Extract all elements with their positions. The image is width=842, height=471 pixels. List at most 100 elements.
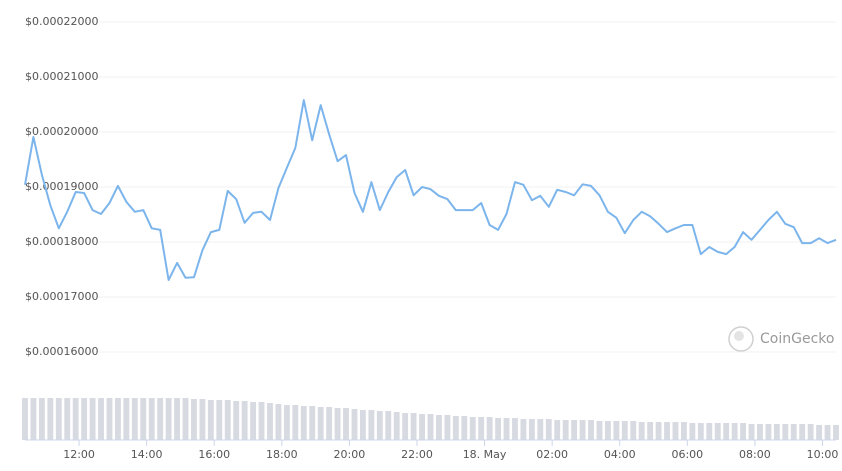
volume-bar bbox=[182, 398, 189, 440]
x-tick-label: 16:00 bbox=[198, 448, 230, 461]
volume-bar bbox=[478, 417, 485, 440]
volume-bar bbox=[588, 420, 594, 440]
volume-bar bbox=[604, 421, 611, 440]
volume-bar bbox=[123, 398, 130, 440]
volume-bar bbox=[106, 398, 113, 440]
volume-bar bbox=[765, 424, 772, 440]
volume-bar bbox=[638, 422, 645, 440]
volume-bar bbox=[292, 405, 299, 440]
volume-bar bbox=[250, 402, 257, 440]
volume-bar bbox=[613, 421, 620, 440]
volume-bar bbox=[664, 422, 670, 440]
volume-bar bbox=[596, 421, 603, 440]
logo bbox=[728, 326, 754, 352]
volume-bar bbox=[72, 398, 79, 440]
volume-bar bbox=[833, 425, 839, 440]
watermark: CoinGecko bbox=[760, 331, 834, 347]
volume-bar bbox=[140, 398, 147, 440]
volume-bar bbox=[224, 400, 231, 440]
volume-bar bbox=[444, 415, 451, 440]
y-tick-label: $0.00021000 bbox=[25, 70, 98, 83]
price-line bbox=[24, 99, 837, 281]
volume-bar bbox=[368, 410, 375, 440]
volume-bar bbox=[655, 422, 662, 440]
volume-bar bbox=[89, 398, 96, 440]
volume-bar bbox=[427, 414, 434, 440]
volume-bar bbox=[782, 424, 789, 440]
volume-bar bbox=[486, 417, 493, 440]
volume-bar bbox=[385, 411, 392, 440]
volume-bar bbox=[790, 424, 797, 440]
volume-bar bbox=[199, 399, 206, 440]
volume-bar bbox=[38, 398, 45, 440]
volume-bar bbox=[740, 423, 746, 440]
volume-bar bbox=[410, 413, 417, 440]
volume-bar bbox=[258, 402, 265, 440]
volume-bar bbox=[461, 416, 468, 440]
volume-bar bbox=[799, 424, 806, 440]
volume-bar bbox=[115, 398, 121, 440]
x-tick-label: 12:00 bbox=[63, 448, 95, 461]
volume-bar bbox=[216, 400, 223, 440]
volume-bar bbox=[233, 401, 240, 440]
volume-bar bbox=[689, 423, 696, 440]
volume-bar bbox=[55, 398, 62, 440]
volume-bar bbox=[672, 422, 679, 440]
volume-bar bbox=[647, 422, 654, 440]
volume-bar bbox=[309, 406, 316, 440]
volume-bar bbox=[47, 398, 54, 440]
volume-bar bbox=[334, 408, 341, 440]
volume-bar bbox=[191, 399, 197, 440]
volume-bar bbox=[241, 401, 248, 440]
volume-bar bbox=[436, 415, 442, 440]
volume-bar bbox=[571, 420, 578, 440]
volume-bar bbox=[503, 418, 510, 440]
volume-bar bbox=[326, 407, 333, 440]
volume-bar bbox=[351, 409, 358, 440]
volume-bar bbox=[469, 417, 476, 440]
x-tick-label: 06:00 bbox=[671, 448, 703, 461]
volume-bar bbox=[748, 424, 755, 440]
x-tick-label: 02:00 bbox=[536, 448, 568, 461]
volume-bar bbox=[165, 398, 172, 440]
volume-bar bbox=[30, 398, 37, 440]
volume-bar bbox=[731, 423, 738, 440]
volume-bar bbox=[723, 423, 730, 440]
volume-bar bbox=[81, 398, 88, 440]
volume-bar bbox=[537, 419, 544, 440]
x-tick-label: 20:00 bbox=[334, 448, 366, 461]
volume-bar bbox=[376, 411, 383, 440]
volume-bar bbox=[528, 419, 535, 440]
volume-bar bbox=[824, 425, 831, 440]
volume-bar bbox=[579, 420, 586, 440]
volume-bar bbox=[681, 422, 687, 440]
volume-bar bbox=[512, 418, 518, 440]
volume-bar bbox=[148, 398, 155, 440]
volume-bar bbox=[207, 400, 214, 440]
x-tick-label: 18:00 bbox=[266, 448, 298, 461]
volume-bar bbox=[714, 423, 721, 440]
volume-bar bbox=[64, 398, 71, 440]
volume-bar bbox=[562, 420, 569, 440]
x-tick-label: 14:00 bbox=[131, 448, 163, 461]
volume-bar bbox=[317, 407, 324, 440]
y-tick-label: $0.00018000 bbox=[25, 235, 98, 248]
volume-bar bbox=[554, 420, 561, 440]
volume-bar bbox=[520, 419, 527, 440]
volume-bar bbox=[300, 406, 307, 440]
x-tick-label: 22:00 bbox=[401, 448, 433, 461]
volume-bar bbox=[495, 418, 502, 440]
volume-bar bbox=[98, 398, 104, 440]
volume-bar bbox=[174, 398, 180, 440]
volume-bar bbox=[630, 421, 637, 440]
volume-bar bbox=[419, 414, 425, 440]
y-tick-label: $0.00016000 bbox=[25, 345, 98, 358]
y-tick-label: $0.00020000 bbox=[25, 125, 98, 138]
volume-bar bbox=[807, 424, 814, 440]
volume-bar bbox=[343, 408, 349, 440]
volume-bar bbox=[283, 405, 290, 440]
x-tick-label: 10:00 bbox=[807, 448, 839, 461]
volume-bar bbox=[816, 425, 823, 440]
x-tick-label: 08:00 bbox=[739, 448, 771, 461]
